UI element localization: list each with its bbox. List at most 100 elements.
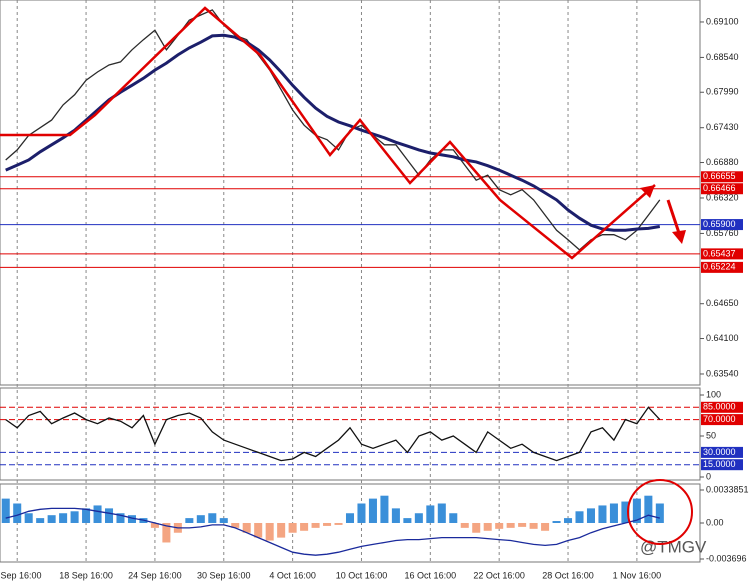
level-label: 0.66655 bbox=[703, 171, 736, 181]
histogram-bar bbox=[598, 505, 607, 523]
series-line bbox=[5, 406, 661, 462]
histogram-bar bbox=[93, 505, 102, 523]
x-tick-label: 24 Sep 16:00 bbox=[128, 570, 182, 580]
y-tick-label: 0 bbox=[706, 471, 711, 481]
level-label-box bbox=[701, 401, 743, 413]
x-tick-label: 16 Oct 16:00 bbox=[405, 570, 457, 580]
y-tick-label: 50 bbox=[706, 430, 716, 440]
histogram-bar bbox=[449, 513, 458, 523]
histogram-bar bbox=[391, 508, 400, 523]
level-label-box bbox=[701, 248, 743, 260]
level-label-box bbox=[701, 183, 743, 195]
y-tick-label: 100 bbox=[706, 389, 721, 399]
y-tick-label: 0.65760 bbox=[706, 228, 739, 238]
histogram-bar bbox=[288, 522, 297, 533]
histogram-bar bbox=[552, 521, 561, 523]
histogram-bar bbox=[150, 522, 159, 528]
histogram-bar bbox=[1, 498, 10, 523]
arrow-head bbox=[672, 230, 686, 244]
level-label: 0.65224 bbox=[703, 262, 736, 272]
histogram-bar bbox=[311, 522, 320, 528]
watermark: @TMGV bbox=[640, 537, 707, 556]
y-tick-label: 0.63540 bbox=[706, 368, 739, 378]
level-label: 70.0000 bbox=[703, 414, 736, 424]
histogram-bar bbox=[586, 508, 595, 523]
histogram-bar bbox=[277, 522, 286, 538]
highlight-circle bbox=[627, 479, 693, 545]
level-label: 0.65900 bbox=[703, 219, 736, 229]
level-label: 15.0000 bbox=[703, 459, 736, 469]
histogram-bar bbox=[36, 518, 45, 523]
histogram-bar bbox=[196, 515, 205, 523]
histogram-bar bbox=[644, 495, 653, 523]
y-tick-label: 0.66320 bbox=[706, 192, 739, 202]
histogram-bar bbox=[13, 503, 22, 523]
level-label-box bbox=[701, 459, 743, 471]
histogram-bar bbox=[518, 522, 527, 527]
level-label-box bbox=[701, 171, 743, 183]
histogram-bar bbox=[24, 513, 33, 523]
histogram-bar bbox=[437, 503, 446, 523]
arrow-head bbox=[640, 185, 655, 198]
histogram-bar bbox=[460, 522, 469, 528]
histogram-bar bbox=[345, 513, 355, 523]
x-tick-label: 1 Nov 16:00 bbox=[613, 570, 662, 580]
histogram-bar bbox=[483, 522, 492, 531]
histogram-bar bbox=[609, 503, 618, 523]
x-tick-label: 30 Sep 16:00 bbox=[197, 570, 251, 580]
histogram-bar bbox=[426, 505, 435, 523]
level-label-box bbox=[701, 219, 743, 231]
y-tick-label: 0.67990 bbox=[706, 87, 739, 97]
x-tick-label: 18 Sep 16:00 bbox=[59, 570, 113, 580]
histogram-bar bbox=[82, 508, 91, 523]
histogram-bar bbox=[575, 511, 584, 523]
y-tick-label: 0.00 bbox=[706, 517, 724, 527]
histogram-bar bbox=[127, 515, 136, 523]
histogram-bar bbox=[242, 522, 251, 533]
y-tick-label: 0.67430 bbox=[706, 122, 739, 132]
histogram-bar bbox=[265, 522, 274, 541]
annotations bbox=[0, 6, 693, 545]
x-tick-label: 2 Sep 16:00 bbox=[0, 570, 41, 580]
y-tick-label: 0.0033851 bbox=[706, 484, 749, 494]
series-line bbox=[5, 9, 661, 251]
histogram-bar bbox=[495, 522, 504, 529]
histogram-bar bbox=[472, 522, 481, 533]
histogram-bar bbox=[541, 522, 550, 531]
histogram-bar bbox=[323, 522, 332, 526]
histogram-bar bbox=[632, 498, 641, 523]
histogram-bar bbox=[300, 522, 309, 531]
histogram-bar bbox=[219, 518, 228, 523]
x-tick-label: 28 Oct 16:00 bbox=[542, 570, 594, 580]
level-label-box bbox=[701, 261, 743, 273]
histogram-bar bbox=[70, 511, 79, 523]
level-label-box bbox=[701, 446, 743, 458]
histogram-bar bbox=[655, 503, 664, 523]
histogram-bar bbox=[254, 522, 263, 538]
histogram-bar bbox=[403, 518, 412, 523]
histogram-bar bbox=[357, 503, 366, 523]
x-tick-label: 4 Oct 16:00 bbox=[269, 570, 316, 580]
histogram-bar bbox=[162, 522, 171, 543]
histogram-bar bbox=[564, 518, 573, 523]
level-label: 30.0000 bbox=[703, 447, 736, 457]
y-tick-label: -0.003696 bbox=[706, 553, 747, 563]
histogram-bar bbox=[380, 495, 389, 523]
histogram-bar bbox=[334, 522, 343, 525]
histogram-bar bbox=[105, 508, 114, 523]
y-tick-label: 0.68540 bbox=[706, 52, 739, 62]
level-label: 0.65437 bbox=[703, 248, 736, 258]
histogram-bar bbox=[59, 513, 68, 523]
y-tick-label: 0.64650 bbox=[706, 298, 739, 308]
y-tick-label: 0.69100 bbox=[706, 16, 739, 26]
x-tick-label: 10 Oct 16:00 bbox=[336, 570, 388, 580]
y-tick-label: 0.64100 bbox=[706, 333, 739, 343]
histogram-bar bbox=[506, 522, 515, 528]
series-line bbox=[5, 507, 660, 556]
level-label-box bbox=[701, 414, 743, 426]
arrow-line bbox=[666, 199, 682, 237]
histogram-bar bbox=[621, 501, 630, 523]
y-tick-label: 0.66880 bbox=[706, 157, 739, 167]
